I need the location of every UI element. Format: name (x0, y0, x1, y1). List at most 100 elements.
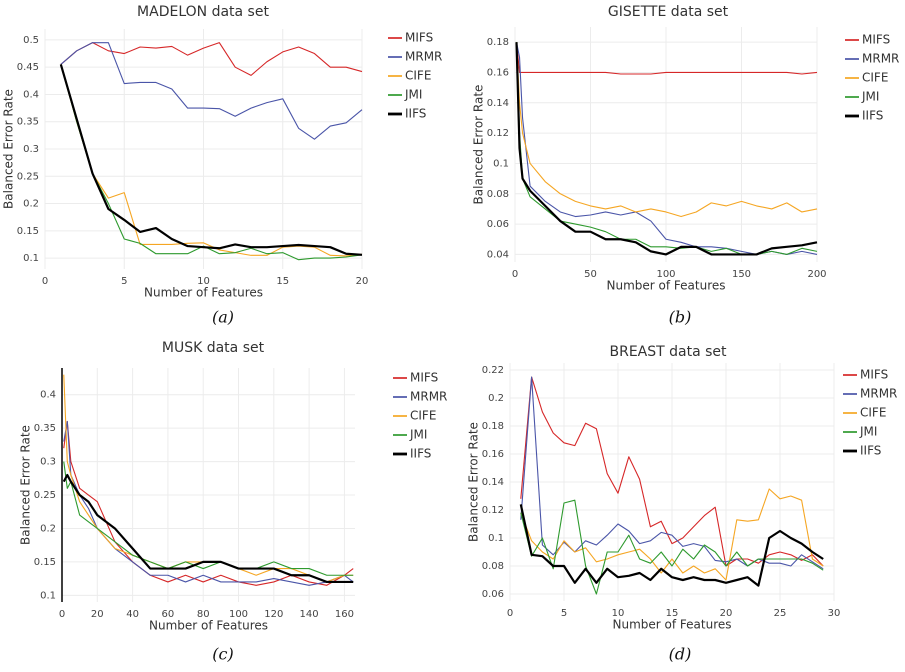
y-tick-label: 0.4 (23, 89, 39, 100)
series-line (62, 473, 354, 584)
y-tick-label: 0.12 (487, 128, 509, 139)
x-tick-label: 10 (612, 608, 625, 619)
series-line (60, 42, 363, 140)
y-tick-label: 0.25 (17, 171, 39, 182)
y-tick-label: 0.08 (487, 189, 509, 200)
legend-label: MRMR (862, 52, 899, 66)
y-tick-label: 0.12 (482, 505, 504, 516)
x-axis-label: Number of Features (613, 618, 732, 632)
y-tick-label: 0.18 (482, 421, 504, 432)
series-line (63, 374, 354, 583)
y-tick-label: 0.2 (40, 523, 56, 534)
caption: (a) (212, 308, 234, 327)
y-tick-label: 0.4 (40, 390, 56, 401)
chart-title: BREAST data set (609, 344, 727, 360)
y-tick-label: 0.2 (488, 393, 504, 404)
legend-label: IIFS (862, 109, 883, 123)
legend-label: CIFE (410, 409, 436, 423)
legend-label: IIFS (405, 107, 426, 121)
legend-label: MIFS (860, 368, 888, 382)
x-axis-label: Number of Features (149, 619, 268, 633)
series-line (63, 420, 354, 586)
x-tick-label: 60 (162, 609, 175, 620)
legend-label: CIFE (860, 406, 886, 420)
legend-label: JMI (409, 428, 427, 442)
x-tick-label: 15 (666, 608, 679, 619)
legend-label: IIFS (860, 444, 881, 458)
x-tick-label: 0 (59, 609, 65, 620)
legend-label: MRMR (860, 387, 897, 401)
x-tick-label: 100 (656, 269, 675, 280)
series-line (60, 42, 363, 76)
legend-label: JMI (404, 88, 422, 102)
x-tick-label: 10 (197, 276, 210, 287)
series-line (520, 376, 824, 567)
y-tick-label: 0.1 (40, 590, 56, 601)
legend-label: JMI (859, 425, 877, 439)
series-line (60, 64, 363, 261)
x-tick-label: 200 (807, 269, 826, 280)
series-line (515, 42, 818, 256)
legend-label: MRMR (405, 50, 442, 64)
y-tick-label: 0.1 (493, 158, 509, 169)
series-line (59, 64, 363, 256)
y-tick-label: 0.2 (23, 199, 39, 210)
x-tick-label: 0 (42, 276, 48, 287)
x-tick-label: 30 (828, 608, 841, 619)
x-tick-label: 20 (91, 609, 104, 620)
series-line (63, 420, 354, 586)
y-tick-label: 0.06 (487, 219, 509, 230)
legend-label: MRMR (410, 390, 447, 404)
y-tick-label: 0.22 (482, 365, 504, 376)
series-line (515, 42, 818, 75)
x-tick-label: 15 (276, 276, 289, 287)
legend-label: MIFS (862, 33, 890, 47)
x-tick-label: 40 (126, 609, 139, 620)
x-axis-label: Number of Features (144, 286, 263, 300)
chart-title: MUSK data set (162, 340, 265, 356)
x-tick-label: 20 (356, 276, 369, 287)
legend-label: CIFE (862, 71, 888, 85)
legend-label: CIFE (405, 69, 431, 83)
x-tick-label: 80 (197, 609, 210, 620)
y-tick-label: 0.15 (17, 226, 39, 237)
series-line (63, 461, 354, 576)
chart-title: MADELON data set (137, 4, 269, 20)
y-axis-label: Balanced Error Rate (2, 89, 16, 209)
x-tick-label: 20 (720, 608, 733, 619)
y-tick-label: 0.1 (488, 533, 504, 544)
x-tick-label: 120 (264, 609, 283, 620)
x-tick-label: 140 (300, 609, 319, 620)
y-tick-label: 0.5 (23, 35, 39, 46)
y-tick-label: 0.45 (17, 62, 39, 73)
x-tick-label: 5 (121, 276, 127, 287)
y-tick-label: 0.14 (482, 477, 504, 488)
caption: (c) (212, 645, 233, 664)
series-line (515, 42, 818, 218)
y-tick-label: 0.04 (487, 249, 509, 260)
series-line (60, 64, 363, 257)
legend-label: MIFS (410, 371, 438, 385)
x-tick-label: 100 (229, 609, 248, 620)
y-tick-label: 0.25 (34, 490, 56, 501)
y-axis-label: Balanced Error Rate (467, 422, 481, 542)
y-tick-label: 0.06 (482, 589, 504, 600)
y-tick-label: 0.14 (487, 98, 509, 109)
series-line (519, 504, 824, 587)
y-tick-label: 0.16 (487, 67, 509, 78)
chart-title: GISETTE data set (608, 4, 729, 20)
x-axis-label: Number of Features (607, 279, 726, 293)
legend-label: MIFS (405, 31, 433, 45)
caption: (d) (669, 645, 692, 664)
legend-label: JMI (861, 90, 879, 104)
y-tick-label: 0.18 (487, 37, 509, 48)
x-tick-label: 150 (732, 269, 751, 280)
series-line (520, 499, 824, 595)
caption: (b) (669, 308, 692, 327)
x-tick-label: 0 (507, 608, 513, 619)
x-tick-label: 160 (335, 609, 354, 620)
series-line (520, 488, 824, 581)
y-tick-label: 0.1 (23, 253, 39, 264)
y-axis-label: Balanced Error Rate (19, 425, 33, 545)
